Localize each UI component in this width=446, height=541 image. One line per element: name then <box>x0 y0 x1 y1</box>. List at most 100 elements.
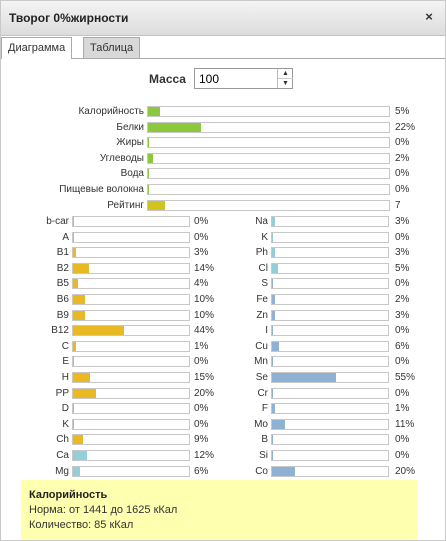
bar-track <box>147 137 390 149</box>
bar-row[interactable]: D 0% <box>1 403 445 416</box>
bar-fill <box>148 138 149 148</box>
bar-label: Cr <box>257 387 268 399</box>
bar-track <box>72 325 190 337</box>
bar-row[interactable]: Калорийность 5% <box>1 106 445 119</box>
bar-value: 0% <box>395 168 410 180</box>
bar-track <box>72 356 190 368</box>
bar-fill <box>272 451 273 460</box>
bar-value: 5% <box>395 262 410 274</box>
bar-row[interactable]: Ca 12% <box>1 450 445 463</box>
bar-track <box>147 168 390 180</box>
bar-row[interactable]: Si 0% <box>1 450 445 463</box>
bar-row[interactable]: Co 20% <box>1 465 445 479</box>
bar-row[interactable]: S 0% <box>1 278 445 291</box>
bar-track <box>147 106 390 117</box>
bar-fill <box>272 388 273 398</box>
bar-fill <box>73 341 76 351</box>
bar-track <box>72 387 190 399</box>
bar-track <box>72 372 190 383</box>
bar-label: E <box>62 356 69 368</box>
bar-row[interactable]: Рейтинг 7 <box>1 199 445 213</box>
bar-fill <box>73 232 74 242</box>
bar-row[interactable]: A 0% <box>1 231 445 245</box>
bar-value: 55% <box>395 372 416 383</box>
bar-fill <box>73 373 90 382</box>
bar-row[interactable]: Mo 11% <box>1 418 445 432</box>
bar-row[interactable]: B9 10% <box>1 309 445 323</box>
bar-row[interactable]: Cr 0% <box>1 387 445 401</box>
mass-input[interactable] <box>194 68 293 89</box>
bar-label: Cu <box>255 340 268 352</box>
bar-row[interactable]: Вода 0% <box>1 168 445 181</box>
bar-label: F <box>261 403 268 415</box>
bar-row[interactable]: E 0% <box>1 356 445 369</box>
bar-row[interactable]: Ph 3% <box>1 247 445 260</box>
bar-value: 0% <box>194 216 209 227</box>
bar-fill <box>272 295 275 304</box>
bar-row[interactable]: Белки 22% <box>1 121 445 135</box>
bar-track <box>72 418 190 430</box>
bar-label: Fe <box>256 294 268 305</box>
bar-value: 3% <box>395 216 410 227</box>
bar-fill <box>272 279 273 289</box>
bar-row[interactable]: Cl 5% <box>1 262 445 276</box>
bar-row[interactable]: C 1% <box>1 340 445 354</box>
bar-row[interactable]: Fe 2% <box>1 294 445 307</box>
tab-diagram[interactable]: Диаграмма <box>1 37 73 59</box>
bar-row[interactable]: B12 44% <box>1 325 445 338</box>
bar-label: Si <box>259 450 268 461</box>
bar-track <box>147 121 390 133</box>
bar-row[interactable]: Ch 9% <box>1 434 445 447</box>
info-amount: Количество: 85 кКал <box>29 519 134 531</box>
bar-track <box>271 231 389 243</box>
bar-track <box>72 216 190 227</box>
bar-value: 22% <box>395 121 416 133</box>
bar-row[interactable]: F 1% <box>1 403 445 416</box>
title-bar: Творог 0%жирности × <box>1 1 445 36</box>
info-panel: Калорийность Норма: от 1441 до 1625 кКал… <box>21 480 418 540</box>
bar-label: B2 <box>56 262 69 274</box>
bar-row[interactable]: B 0% <box>1 434 445 447</box>
bar-row[interactable]: PP 20% <box>1 387 445 401</box>
bar-label: Углеводы <box>99 152 144 164</box>
bar-value: 2% <box>395 152 410 164</box>
bar-row[interactable]: Углеводы 2% <box>1 152 445 166</box>
bar-row[interactable]: Cu 6% <box>1 340 445 354</box>
bar-value: 0% <box>194 403 209 415</box>
bar-row[interactable]: Mn 0% <box>1 356 445 369</box>
bar-track <box>72 434 190 446</box>
bar-row[interactable]: B1 3% <box>1 247 445 260</box>
bar-value: 10% <box>194 309 215 321</box>
bar-row[interactable]: K 0% <box>1 231 445 245</box>
bar-fill <box>148 153 153 163</box>
bar-fill <box>73 435 83 445</box>
close-icon[interactable]: × <box>425 9 433 24</box>
bar-row[interactable]: B2 14% <box>1 262 445 276</box>
bar-label: Ch <box>56 434 69 446</box>
bar-row[interactable]: b-car 0% <box>1 216 445 229</box>
bar-track <box>271 325 389 337</box>
bar-row[interactable]: Na 3% <box>1 216 445 229</box>
bar-row[interactable]: B5 4% <box>1 278 445 291</box>
bar-row[interactable]: H 15% <box>1 372 445 385</box>
bar-row[interactable]: Пищевые волокна 0% <box>1 184 445 197</box>
bar-row[interactable]: Se 55% <box>1 372 445 385</box>
bar-value: 0% <box>194 356 209 368</box>
bar-row[interactable]: Жиры 0% <box>1 137 445 150</box>
bar-track <box>72 231 190 243</box>
bar-value: 3% <box>194 247 209 259</box>
bar-value: 3% <box>395 247 410 259</box>
stepper-up-icon[interactable]: ▲ <box>282 70 289 77</box>
bar-fill <box>272 232 273 242</box>
bar-fill <box>148 185 149 194</box>
tab-table[interactable]: Таблица <box>83 37 141 58</box>
bar-track <box>72 450 190 461</box>
bar-row[interactable]: I 0% <box>1 325 445 338</box>
bar-row[interactable]: B6 10% <box>1 294 445 307</box>
stepper-down-icon[interactable]: ▼ <box>278 78 293 88</box>
window-title: Творог 0%жирности <box>9 11 129 25</box>
bar-row[interactable]: Mg 6% <box>1 465 445 479</box>
bar-row[interactable]: K 0% <box>1 418 445 432</box>
bar-fill <box>73 388 96 398</box>
bar-row[interactable]: Zn 3% <box>1 309 445 323</box>
